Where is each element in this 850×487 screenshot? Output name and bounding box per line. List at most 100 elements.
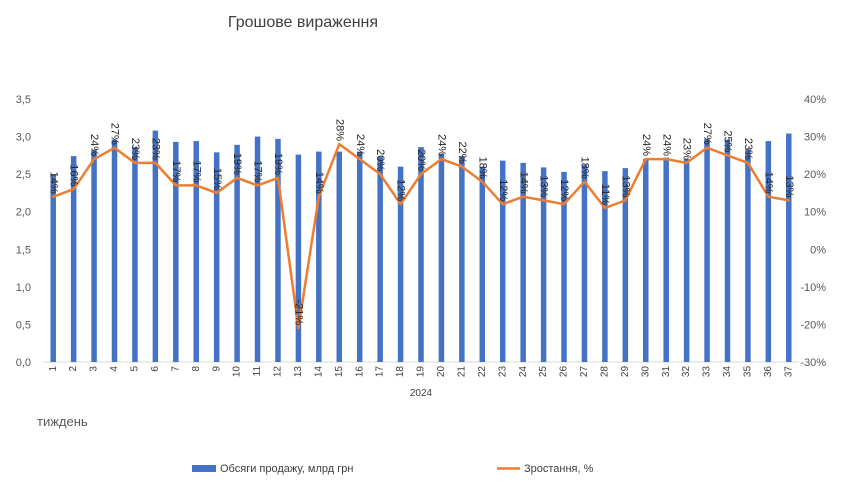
data-label: 12% <box>497 179 509 201</box>
x-axis-tick: 10 <box>232 366 243 378</box>
line-point <box>195 184 198 187</box>
left-axis: 0,0 0,5 1,0 1,5 2,0 2,5 3,0 3,5 <box>16 94 31 369</box>
x-axis-tick: 15 <box>334 366 345 378</box>
x-axis-tick: 9 <box>211 366 222 372</box>
bar <box>91 150 97 362</box>
left-axis-tick: 2,5 <box>16 169 31 181</box>
line-point <box>256 184 259 187</box>
data-label: 20% <box>374 149 386 171</box>
x-axis-tick: 6 <box>150 366 161 372</box>
data-label: 17% <box>190 160 202 182</box>
line-point <box>767 195 770 198</box>
data-labels: 14% 16% 24% 27% 23% 23% 17% 17% 15% 19% 17% 19% -21%… <box>47 119 795 325</box>
bar <box>377 156 383 362</box>
data-label: 13% <box>783 175 795 197</box>
bar <box>663 157 669 362</box>
left-axis-tick: 3,5 <box>16 94 31 106</box>
x-axis-tick: 37 <box>783 366 794 378</box>
x-axis-tick: 27 <box>579 366 590 378</box>
x-axis-tick: 31 <box>661 366 672 378</box>
x-axis-tick: 35 <box>743 366 754 378</box>
bar <box>561 171 567 362</box>
bar <box>683 159 690 362</box>
line-point <box>297 326 300 330</box>
bar <box>602 171 608 362</box>
left-axis-tick: 0,5 <box>16 319 31 331</box>
bar <box>786 133 792 362</box>
data-label: 18% <box>476 157 488 179</box>
right-axis-tick: 20% <box>804 169 826 181</box>
line-point <box>562 203 566 206</box>
x-axis-tick: 23 <box>497 366 508 378</box>
data-label: 16% <box>68 164 80 186</box>
line-point <box>624 199 627 202</box>
x-axis-tick: 21 <box>457 366 468 378</box>
line-point <box>52 195 55 198</box>
legend-line-label: Зростання, % <box>524 463 594 475</box>
x-axis-tick: 11 <box>252 366 263 377</box>
data-label: 12% <box>558 179 570 201</box>
data-label: 23% <box>129 138 141 160</box>
x-axis-tick: 13 <box>293 366 304 378</box>
data-label: 20% <box>415 149 427 171</box>
legend: Обсяги продажу, млрд грн Зростання, % <box>192 463 594 475</box>
bar <box>193 141 199 362</box>
line-point <box>113 146 116 150</box>
bar <box>459 156 465 362</box>
line-series <box>52 142 790 330</box>
x-axis-tick: 36 <box>763 366 774 378</box>
data-label: 22% <box>456 142 468 164</box>
line-point <box>521 195 525 198</box>
x-axis-tick: 12 <box>273 366 284 378</box>
line-point <box>154 161 157 165</box>
line-point <box>542 199 545 202</box>
x-axis-tick: 8 <box>191 366 202 372</box>
right-axis-tick: -30% <box>800 357 826 369</box>
line-point <box>787 199 790 202</box>
bar <box>540 167 547 362</box>
bar <box>254 136 261 362</box>
line-point <box>174 184 178 187</box>
x-axis-label: тиждень <box>37 414 88 429</box>
x-axis-tick: 29 <box>620 366 631 378</box>
line-point <box>664 157 668 161</box>
data-label: 15% <box>211 168 223 190</box>
right-axis: -30% -20% -10% 0% 10% 20% 30% 40% <box>800 94 826 369</box>
data-label: 14% <box>517 172 529 194</box>
left-axis-tick: 1,0 <box>16 282 31 294</box>
line-point <box>583 180 586 183</box>
right-axis-tick: 40% <box>804 94 826 106</box>
data-label: 23% <box>681 138 693 160</box>
x-axis-tick: 32 <box>681 366 692 378</box>
left-axis-tick: 1,5 <box>16 244 31 256</box>
right-axis-tick: -10% <box>800 282 826 294</box>
x-axis-tick: 18 <box>395 366 406 378</box>
data-label: 27% <box>109 123 121 145</box>
right-axis-tick: -20% <box>800 319 826 331</box>
data-label: 23% <box>742 138 754 160</box>
data-label: 27% <box>701 123 713 145</box>
bar <box>745 149 751 362</box>
bar <box>132 147 138 362</box>
data-label: 17% <box>170 160 182 182</box>
data-label: 14% <box>763 172 775 194</box>
x-axis-tick: 25 <box>538 366 549 378</box>
bar-series <box>50 130 792 362</box>
line-point <box>133 161 137 165</box>
x-axis-tick: 30 <box>640 366 651 378</box>
legend-bar-label: Обсяги продажу, млрд грн <box>220 463 353 475</box>
x-axis-tick: 14 <box>313 366 324 378</box>
x-axis-tick: 26 <box>559 366 570 378</box>
line-point <box>440 157 443 161</box>
data-label: 11% <box>599 184 611 205</box>
x-axis-tick: 4 <box>109 366 120 372</box>
bar <box>356 151 363 362</box>
line-point <box>72 187 75 191</box>
line-point <box>419 172 423 176</box>
x-axis-tick: 24 <box>518 366 529 378</box>
bar <box>295 154 302 362</box>
x-axis-tick: 34 <box>722 366 733 378</box>
line-point <box>276 176 280 180</box>
line-point <box>603 206 607 210</box>
line-point <box>746 161 750 165</box>
